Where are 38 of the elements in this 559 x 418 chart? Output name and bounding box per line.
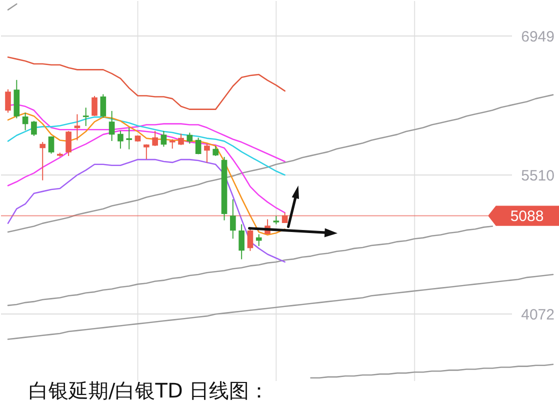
candlestick: [118, 130, 124, 150]
candlestick: [66, 130, 72, 156]
candlestick: [126, 127, 132, 150]
line-series: [7, 56, 286, 110]
line-series: [7, 226, 494, 306]
candlestick: [22, 112, 28, 131]
candlestick: [212, 146, 219, 156]
y-tick-label: 5510: [521, 168, 554, 185]
line-series: [7, 94, 554, 233]
y-tick-label: 6949: [521, 28, 554, 46]
candlestick: [238, 224, 244, 260]
candlestick: [40, 141, 46, 181]
candlestick: [5, 88, 11, 114]
line-series: [310, 364, 554, 379]
ref-line-label: 5088: [510, 208, 544, 225]
candlestick: [160, 130, 167, 148]
candlestick: [144, 144, 150, 160]
candlestick: [256, 234, 262, 247]
candlestick: [186, 132, 193, 144]
candlestick: [48, 136, 54, 154]
candlestick: [169, 138, 176, 150]
candlestick: [82, 107, 89, 127]
candlestick: [100, 94, 106, 118]
candlestick: [152, 130, 158, 147]
candlestick: [108, 110, 115, 142]
candlestick: [178, 133, 184, 146]
y-tick-label: 4072: [521, 306, 554, 324]
text: 白银延期/白银TD 日线图：: [28, 378, 270, 402]
candlestick: [195, 137, 202, 155]
line-series: [7, 274, 554, 340]
line-series: [7, 158, 286, 263]
candlestick: [204, 143, 210, 164]
candlestick: [282, 212, 288, 224]
candlestick: [92, 95, 98, 116]
candlestick: [247, 227, 254, 252]
candlestick: [74, 114, 80, 141]
candlestick: [31, 120, 37, 136]
candlestick: [230, 198, 236, 240]
